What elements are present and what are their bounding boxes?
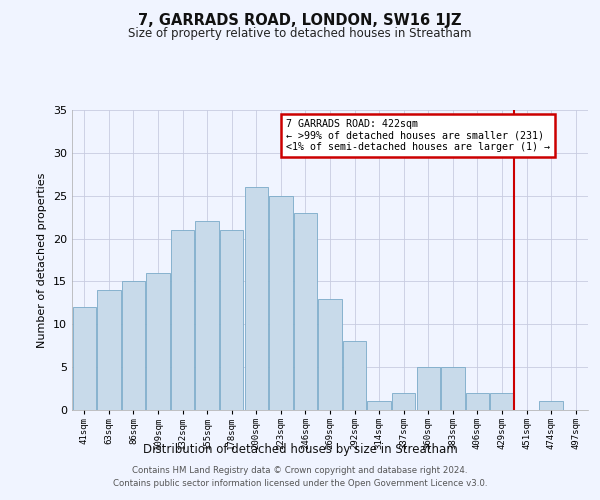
Text: 7 GARRADS ROAD: 422sqm
← >99% of detached houses are smaller (231)
<1% of semi-d: 7 GARRADS ROAD: 422sqm ← >99% of detache… — [286, 119, 550, 152]
Bar — [245, 187, 268, 410]
Bar — [146, 273, 170, 410]
Bar — [73, 307, 96, 410]
Bar — [466, 393, 489, 410]
Bar — [392, 393, 415, 410]
Bar — [539, 402, 563, 410]
Text: 7, GARRADS ROAD, LONDON, SW16 1JZ: 7, GARRADS ROAD, LONDON, SW16 1JZ — [138, 12, 462, 28]
Bar — [319, 298, 341, 410]
Bar — [367, 402, 391, 410]
Text: Contains HM Land Registry data © Crown copyright and database right 2024.
Contai: Contains HM Land Registry data © Crown c… — [113, 466, 487, 487]
Bar — [490, 393, 514, 410]
Bar — [294, 213, 317, 410]
Bar — [97, 290, 121, 410]
Text: Size of property relative to detached houses in Streatham: Size of property relative to detached ho… — [128, 28, 472, 40]
Bar — [196, 222, 219, 410]
Bar — [122, 282, 145, 410]
Bar — [220, 230, 244, 410]
Bar — [416, 367, 440, 410]
Y-axis label: Number of detached properties: Number of detached properties — [37, 172, 47, 348]
Bar — [343, 342, 366, 410]
Bar — [441, 367, 464, 410]
Text: Distribution of detached houses by size in Streatham: Distribution of detached houses by size … — [143, 442, 457, 456]
Bar — [269, 196, 293, 410]
Bar — [171, 230, 194, 410]
